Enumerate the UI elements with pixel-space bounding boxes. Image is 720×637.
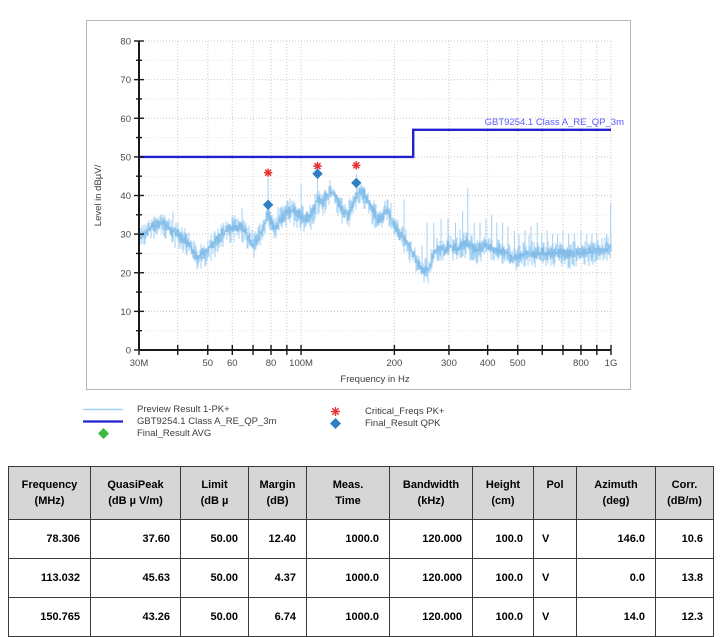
y-tick-label: 70: [120, 75, 131, 86]
table-cell: 78.306: [8, 519, 91, 559]
legend-label: Critical_Freqs PK+: [365, 406, 445, 417]
table-cell: V: [533, 519, 577, 559]
table-cell: 0.0: [576, 558, 656, 598]
y-tick-label: 0: [126, 346, 131, 357]
y-tick-label: 20: [120, 268, 131, 279]
y-tick-label: 60: [120, 114, 131, 125]
table-cell: 50.00: [180, 558, 249, 598]
critical-freq-markers: [263, 161, 361, 177]
table-cell: 50.00: [180, 597, 249, 637]
x-tick-label: 500: [510, 358, 526, 369]
column-header-corr: Corr. (dB/m): [655, 466, 714, 520]
avg-diamond-icon: [83, 428, 123, 439]
table-cell: 1000.0: [306, 519, 390, 559]
chart-panel: GBT9254.1 Class A_RE_QP_3m 0 10 20 30 40 50 60 7…: [86, 20, 631, 390]
table-cell: 12.40: [248, 519, 307, 559]
column-header-height: Height (cm): [472, 466, 534, 520]
table-cell: 100.0: [472, 597, 534, 637]
legend-label: GBT9254.1 Class A_RE_QP_3m: [137, 416, 277, 427]
column-header-meas: Meas. Time: [306, 466, 390, 520]
legend-item-critical-freqs: Critical_Freqs PK+: [329, 406, 444, 417]
column-header-bandwidth: Bandwidth (kHz): [389, 466, 473, 520]
qpk-markers: [262, 168, 362, 210]
y-tick-label: 40: [120, 191, 131, 202]
table-cell: 12.3: [655, 597, 714, 637]
preview-trace: [138, 172, 612, 284]
x-tick-label: 60: [227, 358, 238, 369]
table-cell: V: [533, 597, 577, 637]
results-table: Frequency (MHz) QuasiPeak (dB µ V/m) Limit (d…: [8, 466, 714, 637]
legend-label: Final_Result AVG: [137, 428, 212, 439]
legend-label: Preview Result 1-PK+: [137, 404, 230, 415]
x-tick-label: 800: [573, 358, 589, 369]
table-cell: 120.000: [389, 597, 473, 637]
table-cell: 113.032: [8, 558, 91, 598]
y-tick-label: 10: [120, 307, 131, 318]
axis-ticks: [134, 40, 612, 355]
limit-line-label: GBT9254.1 Class A_RE_QP_3m: [485, 117, 624, 128]
table-cell: 14.0: [576, 597, 656, 637]
x-tick-label: 400: [480, 358, 496, 369]
column-header-azimuth: Azimuth (deg): [576, 466, 656, 520]
x-tick-label: 300: [441, 358, 457, 369]
table-cell: 4.37: [248, 558, 307, 598]
column-header-pol: Pol: [533, 466, 577, 520]
table-cell: V: [533, 558, 577, 598]
table-cell: 13.8: [655, 558, 714, 598]
column-header-quasipeak: QuasiPeak (dB µ V/m): [90, 466, 181, 520]
x-tick-label: 200: [386, 358, 402, 369]
x-tick-label: 30M: [130, 358, 149, 369]
table-row: 78.306 37.60 50.00 12.40 1000.0 120.000 100.0 V…: [8, 519, 714, 559]
table-cell: 43.26: [90, 597, 181, 637]
x-tick-label: 100M: [289, 358, 313, 369]
table-cell: 100.0: [472, 519, 534, 559]
table-cell: 150.765: [8, 597, 91, 637]
y-axis-title: Level in dBµV/: [93, 164, 104, 226]
legend-item-final-qpk: Final_Result QPK: [329, 418, 441, 429]
table-cell: 146.0: [576, 519, 656, 559]
limit-line: GBT9254.1 Class A_RE_QP_3m: [139, 117, 624, 159]
axes: [138, 41, 611, 351]
table-header-row: Frequency (MHz) QuasiPeak (dB µ V/m) Limit (d…: [8, 466, 714, 520]
preview-line-swatch: [83, 406, 123, 413]
qpk-diamond-icon: [329, 418, 341, 429]
table-cell: 1000.0: [306, 558, 390, 598]
table-cell: 50.00: [180, 519, 249, 559]
table-cell: 37.60: [90, 519, 181, 559]
column-header-limit: Limit (dB µ: [180, 466, 249, 520]
legend-label: Final_Result QPK: [365, 418, 441, 429]
x-axis-title: Frequency in Hz: [340, 374, 409, 385]
grid-lines: [139, 40, 612, 350]
emission-chart: GBT9254.1 Class A_RE_QP_3m 0 10 20 30 40 50 60 7…: [93, 37, 624, 386]
table-cell: 120.000: [389, 519, 473, 559]
x-tick-label: 50: [202, 358, 213, 369]
y-tick-label: 50: [120, 152, 131, 163]
table-cell: 45.63: [90, 558, 181, 598]
table-cell: 100.0: [472, 558, 534, 598]
column-header-frequency: Frequency (MHz): [8, 466, 91, 520]
table-cell: 120.000: [389, 558, 473, 598]
critical-star-icon: [329, 406, 341, 417]
y-tick-label: 30: [120, 230, 131, 241]
table-row: 150.765 43.26 50.00 6.74 1000.0 120.000 100.0 V…: [8, 597, 714, 637]
table-cell: 1000.0: [306, 597, 390, 637]
table-cell: 10.6: [655, 519, 714, 559]
legend-item-limit-line: GBT9254.1 Class A_RE_QP_3m: [83, 416, 276, 427]
x-tick-label: 80: [266, 358, 277, 369]
limit-line-swatch: [83, 418, 123, 425]
y-tick-label: 80: [120, 37, 131, 48]
table-row: 113.032 45.63 50.00 4.37 1000.0 120.000 100.0 V…: [8, 558, 714, 598]
legend-item-final-avg: Final_Result AVG: [83, 428, 211, 439]
table-cell: 6.74: [248, 597, 307, 637]
column-header-margin: Margin (dB): [248, 466, 307, 520]
legend-item-preview-result: Preview Result 1-PK+: [83, 404, 230, 415]
x-tick-label: 1G: [605, 358, 618, 369]
